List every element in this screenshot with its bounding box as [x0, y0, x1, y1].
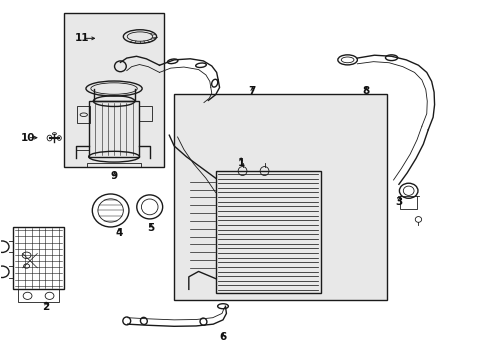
- Text: 8: 8: [363, 86, 370, 96]
- Bar: [77, 107, 90, 123]
- Bar: [64, 13, 164, 167]
- Text: 6: 6: [220, 332, 227, 342]
- Text: 10: 10: [20, 133, 35, 143]
- Bar: [174, 94, 387, 300]
- Text: 4: 4: [115, 228, 122, 238]
- Bar: [89, 101, 140, 157]
- Text: 1: 1: [238, 158, 245, 168]
- Text: 3: 3: [395, 197, 403, 207]
- Text: 11: 11: [75, 33, 90, 43]
- Bar: [18, 289, 59, 302]
- Bar: [140, 107, 152, 121]
- Bar: [13, 226, 64, 289]
- Text: 5: 5: [147, 224, 155, 233]
- Bar: [87, 163, 141, 167]
- Bar: [400, 196, 417, 209]
- Bar: [216, 171, 321, 293]
- Text: 7: 7: [248, 86, 256, 96]
- Text: 9: 9: [111, 171, 118, 181]
- Text: 2: 2: [43, 302, 50, 312]
